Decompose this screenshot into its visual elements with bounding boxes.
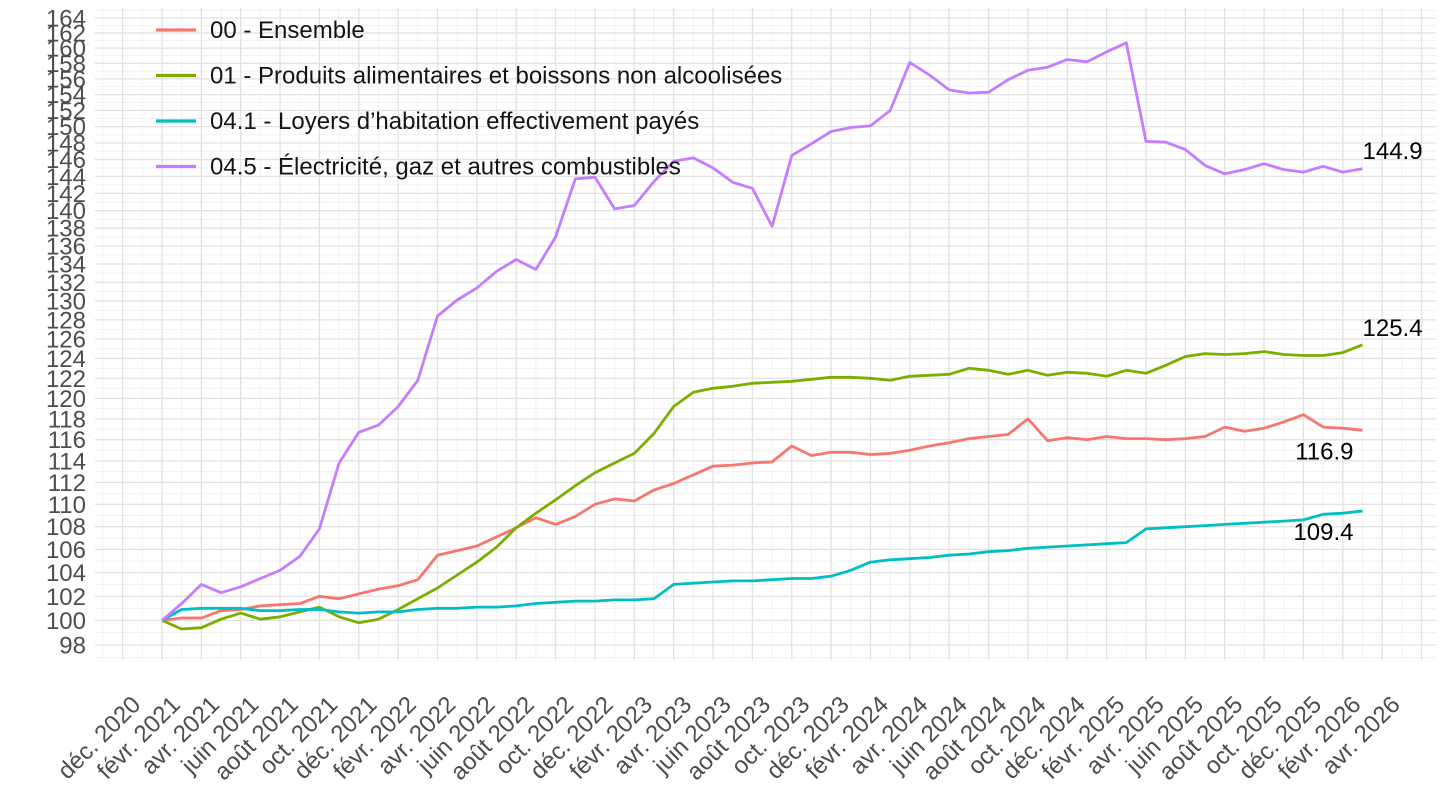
end-value-label-energie: 144.9 — [1363, 138, 1423, 165]
annotation-layer: 116.9 125.4 109.4 144.9 — [1293, 138, 1422, 546]
end-value-label-ensemble: 116.9 — [1295, 438, 1353, 465]
legend-layer: 00 - Ensemble 01 - Produits alimentaires … — [156, 17, 782, 181]
y-tick-label: 134 — [46, 252, 86, 279]
y-tick-label: 98 — [59, 633, 86, 660]
end-value-label-loyers: 109.4 — [1293, 519, 1353, 546]
y-tick-label: 122 — [46, 366, 86, 393]
y-tick-label: 158 — [46, 51, 86, 78]
y-tick-label: 106 — [46, 537, 86, 564]
y-tick-label: 116 — [48, 427, 86, 454]
y-tick-label: 132 — [46, 270, 86, 297]
y-tick-label: 138 — [46, 216, 86, 243]
grid-major-layer — [95, 8, 1436, 660]
series-line-energie — [161, 41, 1363, 622]
y-tick-label: 130 — [46, 288, 86, 315]
series-line-loyers — [161, 509, 1363, 622]
series-line-ensemble — [161, 413, 1363, 622]
y-tick-label: 126 — [46, 326, 86, 353]
y-tick-label: 142 — [46, 181, 86, 208]
y-tick-label: 102 — [46, 584, 86, 611]
series-line-alimentaires — [161, 343, 1364, 631]
y-tick-label: 114 — [48, 448, 86, 475]
y-tick-label: 118 — [48, 406, 86, 433]
series-layer — [161, 41, 1364, 631]
y-tick-label: 154 — [46, 82, 86, 109]
grid-minor-layer — [95, 8, 1436, 660]
y-tick-label: 136 — [46, 233, 86, 260]
y-tick-label: 108 — [46, 514, 86, 541]
legend-item-alimentaires: 01 - Produits alimentaires et boissons n… — [156, 63, 782, 90]
legend-item-energie: 04.5 - Électricité, gaz et autres combus… — [156, 154, 681, 181]
y-tick-label: 146 — [46, 147, 86, 174]
y-tick-label: 148 — [46, 131, 86, 158]
y-tick-label: 156 — [46, 66, 86, 93]
y-tick-label: 124 — [46, 346, 86, 373]
y-tick-label: 120 — [46, 386, 86, 413]
y-tick-label: 160 — [46, 36, 86, 63]
legend-label-energie: 04.5 - Électricité, gaz et autres combus… — [210, 154, 681, 181]
y-tick-label: 112 — [48, 470, 86, 497]
y-tick-label: 152 — [46, 98, 86, 125]
legend-item-loyers: 04.1 - Loyers d’habitation effectivement… — [156, 108, 699, 135]
y-tick-label: 162 — [46, 20, 86, 47]
y-tick-label: 128 — [46, 307, 86, 334]
y-tick-label: 164 — [46, 6, 86, 33]
legend-label-ensemble: 00 - Ensemble — [210, 17, 365, 44]
y-tick-label: 110 — [48, 492, 86, 519]
y-tick-label: 104 — [46, 560, 86, 587]
legend-label-loyers: 04.1 - Loyers d’habitation effectivement… — [210, 108, 699, 135]
y-tick-label: 144 — [46, 164, 86, 191]
y-tick-label: 140 — [46, 198, 86, 225]
legend-label-alimentaires: 01 - Produits alimentaires et boissons n… — [210, 63, 782, 90]
legend-item-ensemble: 00 - Ensemble — [156, 17, 365, 44]
end-value-label-alimentaires: 125.4 — [1363, 315, 1423, 342]
y-tick-label: 100 — [46, 608, 86, 635]
y-tick-label: 150 — [46, 114, 86, 141]
